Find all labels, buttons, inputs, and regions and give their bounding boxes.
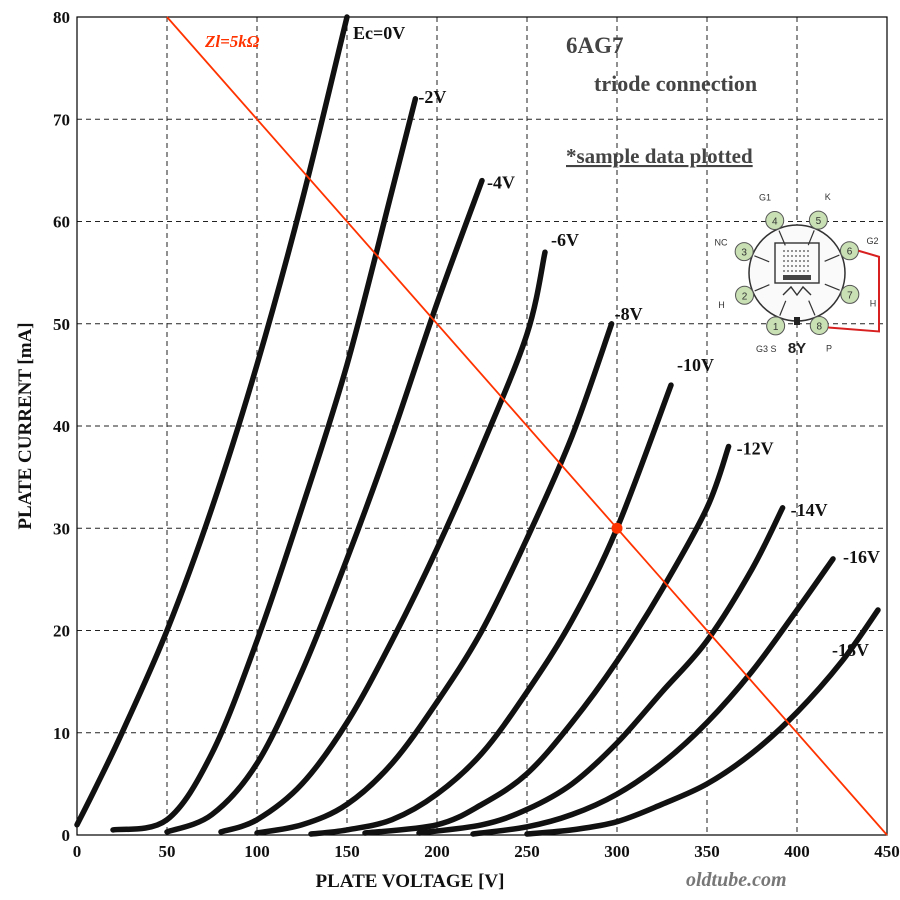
pin-name: G2 — [866, 236, 878, 246]
x-tick-label: 50 — [159, 842, 176, 861]
pin-number: 4 — [772, 217, 778, 228]
pin-number: 2 — [742, 291, 748, 302]
pin-name: P — [826, 343, 832, 353]
pin-number: 3 — [741, 248, 747, 259]
curve-6v — [218, 249, 548, 835]
pin-1 — [766, 316, 786, 336]
y-tick-label: 30 — [53, 519, 70, 538]
pin-4 — [765, 211, 785, 231]
y-tick-label: 10 — [53, 724, 70, 743]
curve-16v — [470, 556, 836, 837]
triode-strap — [828, 249, 880, 333]
pin-number: 5 — [816, 216, 822, 227]
curve-4v — [164, 177, 485, 835]
curve-8v — [254, 321, 615, 836]
pin-lead — [778, 230, 786, 246]
pin-name: H — [718, 300, 725, 310]
operating-point — [611, 522, 623, 534]
curve-label-4v: -4V — [487, 173, 515, 193]
y-tick-label: 40 — [53, 417, 70, 436]
pin-name: G3 S — [756, 344, 777, 354]
y-tick-label: 50 — [53, 315, 70, 334]
x-tick-label: 350 — [694, 842, 720, 861]
pin-7 — [840, 284, 860, 304]
pin-number: 1 — [773, 322, 779, 333]
tube-base-diagram: 1 G3 S 2 H 3 NC 4 G1 5 K 6 G2 7 H 8 P 8Y — [714, 192, 880, 357]
grid-lines — [77, 17, 887, 835]
grid-voltage-curves — [74, 14, 881, 837]
tube-plate — [783, 275, 811, 280]
pin-number: 7 — [847, 290, 853, 301]
curve-label-14v: -14V — [791, 500, 828, 520]
y-tick-label: 70 — [53, 110, 70, 129]
x-tick-label: 0 — [73, 842, 82, 861]
tube-envelope — [748, 224, 846, 322]
tube-electrode-frame — [774, 242, 820, 284]
base-key — [794, 317, 800, 325]
pin-lead — [824, 254, 840, 262]
load-line-group: Zl=5kΩ — [166, 16, 888, 836]
curve-18v — [524, 607, 881, 837]
base-type-label: 8Y — [788, 340, 806, 357]
load-line-label: Zl=5kΩ — [204, 32, 260, 51]
pin-lead — [807, 230, 815, 246]
x-axis-title: PLATE VOLTAGE [V] — [316, 871, 505, 892]
pin-lead — [824, 283, 840, 291]
curve-12v — [362, 443, 732, 836]
credit-text: oldtube.com — [686, 869, 787, 891]
pin-8 — [809, 315, 829, 335]
pin-3 — [734, 242, 754, 262]
curve-labels: Ec=0V -2V -4V -6V -8V -10V -12V -14V -16V -18V — [353, 23, 880, 660]
curve-label-18v: -18V — [832, 640, 869, 660]
x-tick-label: 400 — [784, 842, 810, 861]
pin-name: K — [825, 192, 831, 202]
tube-heater — [782, 285, 812, 297]
pin-number: 8 — [816, 321, 822, 332]
tube-title: 6AG7 — [566, 33, 624, 58]
x-tick-label: 450 — [874, 842, 900, 861]
pin-5 — [808, 210, 828, 230]
x-tick-label: 250 — [514, 842, 540, 861]
pin-number: 6 — [847, 247, 853, 258]
x-axis-ticks: 0 50 100 150 200 250 300 350 400 450 — [73, 842, 900, 861]
pin-lead — [754, 255, 770, 263]
y-tick-label: 80 — [53, 8, 70, 27]
curve-ec0v — [74, 14, 350, 828]
curve-label-2v: -2V — [418, 87, 446, 107]
y-tick-label: 60 — [53, 213, 70, 232]
curve-label-16v: -16V — [843, 547, 880, 567]
load-line — [166, 16, 888, 836]
curve-label-10v: -10V — [677, 355, 714, 375]
pin-lead — [808, 300, 816, 316]
curve-label-12v: -12V — [737, 438, 774, 458]
pin-name: NC — [714, 237, 727, 247]
y-tick-label: 20 — [53, 622, 70, 641]
x-tick-label: 200 — [424, 842, 450, 861]
pin-lead — [779, 300, 787, 316]
pin-2 — [735, 285, 755, 305]
pin-name: G1 — [759, 193, 771, 203]
y-axis-ticks: 0 10 20 30 40 50 60 70 80 — [53, 8, 70, 845]
curve-2v — [110, 96, 419, 833]
curve-14v — [416, 505, 786, 836]
x-tick-label: 150 — [334, 842, 360, 861]
y-tick-label: 0 — [62, 826, 71, 845]
pin-lead — [754, 284, 770, 292]
curve-label-8v: -8V — [615, 304, 643, 324]
curve-label-ec0v: Ec=0V — [353, 23, 405, 43]
curve-label-6v: -6V — [551, 230, 579, 250]
tube-subtitle: triode connection — [594, 71, 757, 96]
x-tick-label: 100 — [244, 842, 270, 861]
x-tick-label: 300 — [604, 842, 630, 861]
sample-note: *sample data plotted — [566, 144, 753, 168]
pin-name: H — [870, 299, 877, 309]
y-axis-title: PLATE CURRENT [mA] — [15, 322, 36, 529]
